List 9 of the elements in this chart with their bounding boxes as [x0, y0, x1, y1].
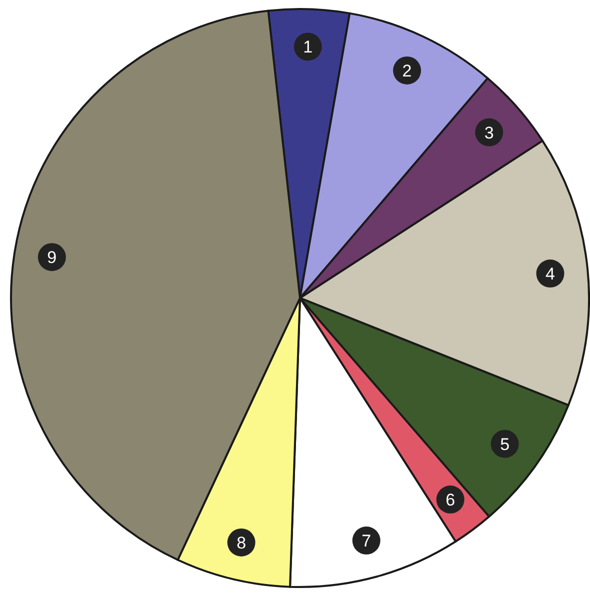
slice-label: 9	[47, 248, 57, 268]
slice-label: 8	[236, 533, 246, 552]
slice-label: 7	[362, 531, 372, 550]
slice-label: 5	[500, 434, 510, 454]
slice-label: 1	[303, 38, 313, 57]
slice-label: 4	[546, 264, 555, 284]
slice-label: 3	[484, 123, 494, 142]
slice-label: 6	[446, 490, 456, 510]
slice-label: 2	[402, 61, 412, 80]
